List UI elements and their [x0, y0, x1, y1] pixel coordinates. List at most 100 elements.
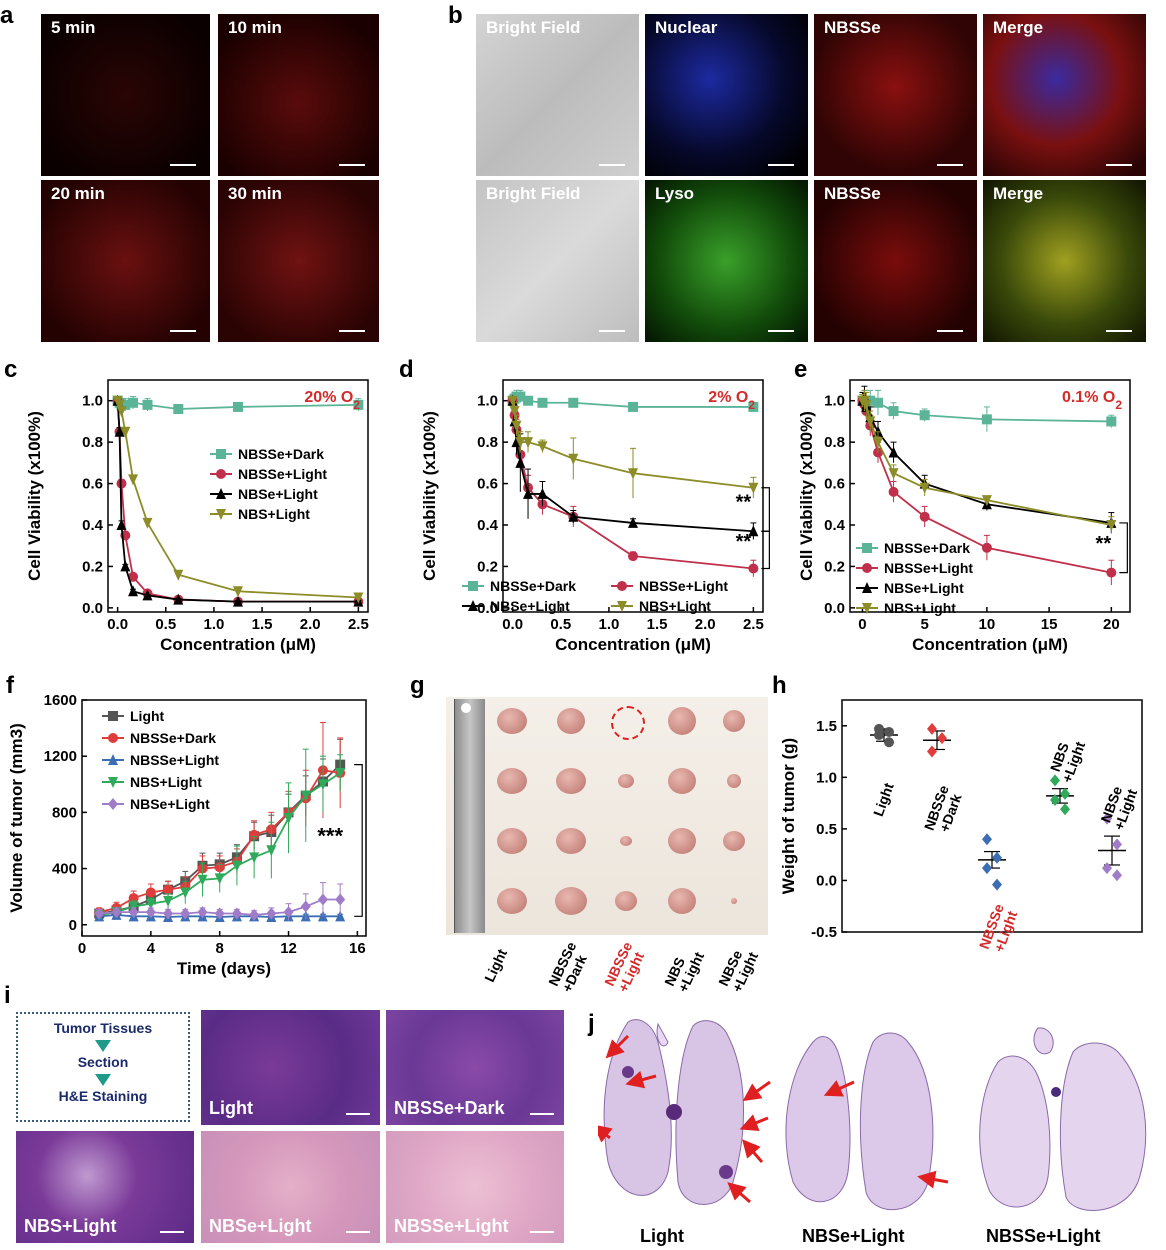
legend-marker	[108, 711, 118, 721]
he-flowchart: Tumor Tissues Section H&E Staining	[16, 1012, 190, 1122]
scale-bar	[170, 330, 196, 332]
column-label-light: Light	[481, 946, 511, 985]
legend-marker	[617, 601, 627, 612]
plot-frame	[849, 379, 1131, 613]
x-tick-label: 2.0	[695, 616, 716, 633]
data-point	[116, 406, 127, 418]
data-point	[511, 420, 522, 432]
oxygen-subscript: 2	[1115, 398, 1122, 412]
y-tick-label: 0.4	[82, 517, 104, 534]
data-point	[515, 437, 526, 449]
micrograph-b-nuclear: Nuclear	[645, 14, 808, 176]
data-point	[981, 495, 992, 507]
scale-bar	[1106, 164, 1132, 166]
tile-label: 30 min	[228, 184, 282, 203]
y-tick-label: 1.5	[816, 718, 837, 735]
x-axis-label: Concentration (μM)	[160, 635, 316, 654]
panel-label-c: c	[4, 356, 18, 383]
legend-marker	[468, 600, 478, 611]
tumor-column-labels: Light NBSSe +Dark NBSSe +Light NBS +Ligh…	[446, 939, 768, 994]
data-point	[1060, 787, 1070, 800]
y-tick-label: 0.8	[824, 434, 845, 451]
y-tick-label: 0.0	[816, 872, 837, 889]
data-point	[300, 790, 311, 802]
panel-label-e: e	[794, 356, 808, 383]
data-point	[982, 862, 992, 875]
data-point	[233, 595, 243, 607]
tile-label: Bright Field	[486, 18, 581, 37]
y-axis-label: Weight of tumor (g)	[779, 738, 798, 894]
x-tick-label: 1.0	[598, 616, 619, 633]
group-label: NBS+Light	[1045, 734, 1089, 785]
data-point	[1050, 774, 1060, 787]
significance-mark: **	[736, 531, 752, 553]
data-point	[981, 414, 992, 425]
micrograph-b-nbsse-2: NBSSe	[814, 180, 977, 342]
red-arrows	[598, 1034, 949, 1204]
data-point	[927, 722, 937, 735]
data-point	[266, 907, 277, 920]
panel-label-a: a	[0, 2, 14, 29]
scale-bar	[160, 1231, 184, 1233]
chart-e-viability-0.1pct-o2: 0 5 10 15 20 0.0 0.2 0.4 0.6 0.8 1.0 Concentration …	[797, 379, 1131, 654]
tile-label: Bright Field	[486, 184, 581, 203]
data-point	[145, 898, 156, 910]
legend-label: NBSe+Light	[238, 486, 318, 502]
data-point	[249, 908, 260, 921]
x-tick-label: 12	[280, 940, 297, 957]
tumor	[497, 828, 527, 854]
arrow-down-icon	[95, 1074, 111, 1086]
micrograph-a-5min: 5 min	[41, 14, 210, 176]
data-point	[111, 906, 122, 919]
data-point	[163, 895, 174, 907]
data-point	[317, 893, 328, 906]
data-point	[628, 401, 638, 412]
group-label: NBSSe+Dark	[921, 783, 966, 838]
column-label-nbsse-light: NBSSe +Light	[601, 939, 648, 995]
x-tick-label: 20	[1103, 616, 1120, 633]
y-tick-label: 1.0	[824, 393, 845, 410]
legend-label: NBSe+Light	[884, 580, 964, 596]
y-tick-label: 0.5	[816, 821, 837, 838]
tumor-photo	[446, 697, 768, 935]
tile-label: 10 min	[228, 18, 282, 37]
tumor	[731, 898, 737, 904]
y-tick-label: -0.5	[811, 924, 837, 941]
data-point	[992, 851, 1002, 864]
legend-marker	[216, 488, 226, 499]
data-point	[94, 907, 105, 920]
legend-marker	[617, 581, 627, 591]
x-tick-label: 0	[858, 616, 866, 633]
data-point	[865, 416, 876, 428]
tumor	[620, 836, 632, 846]
data-point	[173, 593, 184, 605]
y-tick-label: 0.0	[824, 600, 845, 617]
panel-label-h: h	[772, 672, 787, 699]
legend-marker	[862, 582, 872, 593]
significance-brackets: ***	[317, 764, 363, 917]
data-point	[142, 589, 153, 601]
tumor	[555, 887, 587, 915]
legend-label: NBSSe+Light	[884, 560, 973, 576]
legend-marker	[108, 733, 118, 743]
data-point	[120, 560, 131, 572]
data-point	[873, 397, 883, 408]
micrograph-b-merge-2: Merge	[983, 180, 1146, 342]
lung-label-nbse-light: NBSe+Light	[802, 1226, 905, 1246]
data-point	[116, 519, 127, 530]
group-label: NBSSe+Light	[976, 901, 1021, 956]
legend-marker	[216, 469, 226, 479]
data-point	[1112, 838, 1122, 851]
data-point	[888, 486, 899, 497]
data-point	[888, 446, 899, 458]
group-nbse-light	[1098, 812, 1126, 882]
scale-bar	[768, 330, 794, 332]
chart-h-tumor-weight: -0.5 0.0 0.5 1.0 1.5 Weight of tumor (g) Light…	[779, 699, 1143, 956]
data-point	[120, 399, 131, 410]
lung-nbse-light	[785, 1032, 934, 1211]
data-point	[628, 551, 638, 562]
data-point	[128, 571, 139, 582]
y-tick-label: 0.0	[82, 600, 103, 617]
he-tile-light: Light	[201, 1010, 380, 1125]
data-point	[163, 907, 174, 920]
